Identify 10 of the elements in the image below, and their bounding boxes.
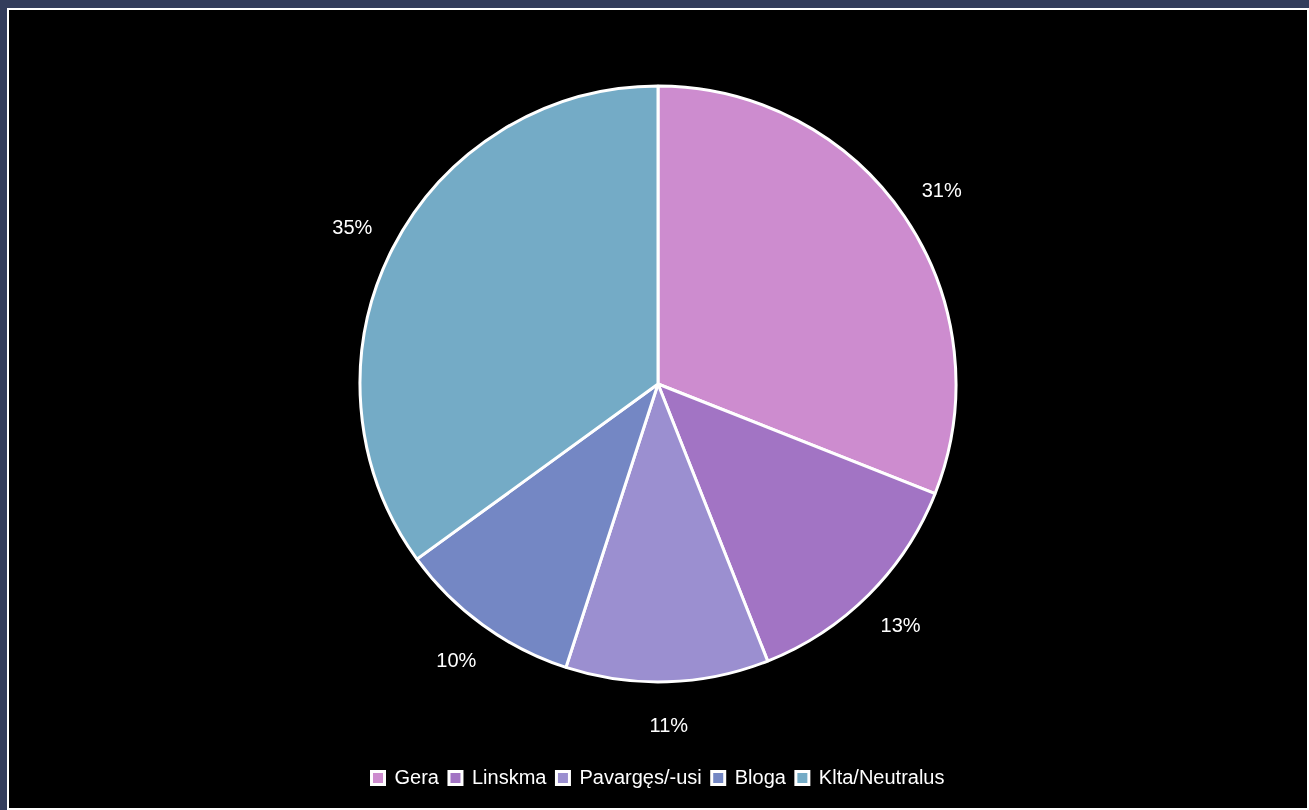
- data-label: 31%: [921, 178, 962, 201]
- legend-label: Linskma: [471, 765, 548, 788]
- legend-label: Gera: [394, 765, 440, 788]
- data-label: 11%: [649, 714, 689, 737]
- legend-label: Pavargęs/-usi: [579, 765, 702, 788]
- data-label: 35%: [332, 215, 373, 238]
- legend-label: Klta/Neutralus: [818, 765, 945, 788]
- data-label: 13%: [880, 614, 921, 637]
- data-label: 10%: [436, 649, 477, 672]
- legend-label: Bloga: [734, 765, 787, 788]
